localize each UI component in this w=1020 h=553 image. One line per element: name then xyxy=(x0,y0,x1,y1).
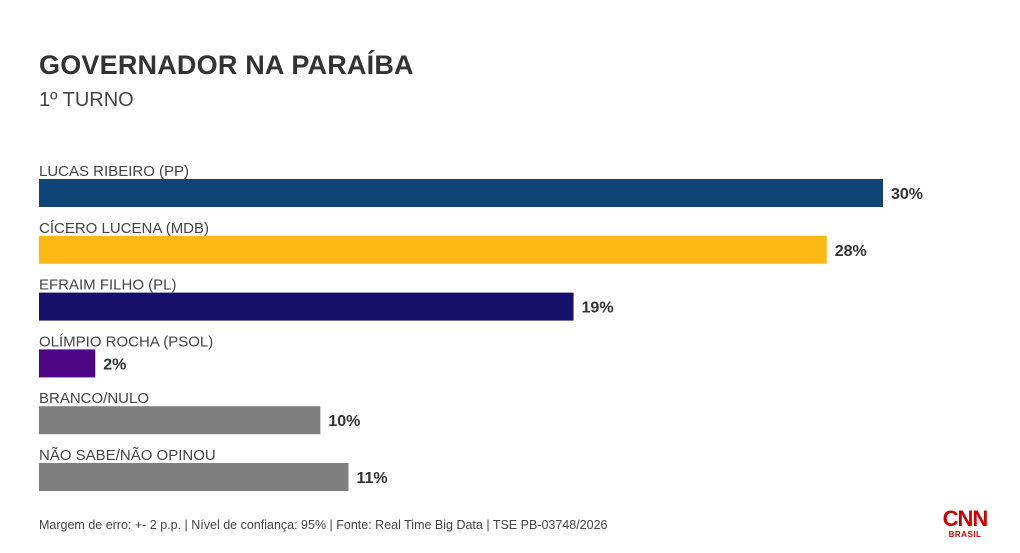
category-label-nao-sabe-nao-opinou: NÃO SABE/NÃO OPINOU xyxy=(39,447,216,464)
value-label-branco-nulo: 10% xyxy=(328,413,360,430)
logo-sub-text: BRASIL xyxy=(948,530,982,539)
bar-nao-sabe-nao-opinou xyxy=(39,463,349,491)
value-label-efraim-filho-pl: 19% xyxy=(582,300,614,317)
category-label-branco-nulo: BRANCO/NULO xyxy=(39,390,149,407)
value-label-olimpio-rocha-psol: 2% xyxy=(103,356,126,373)
value-label-cicero-lucena-mdb: 28% xyxy=(835,243,867,260)
bar-cicero-lucena-mdb xyxy=(39,235,827,264)
bar-branco-nulo xyxy=(39,406,321,435)
value-label-nao-sabe-nao-opinou: 11% xyxy=(356,470,387,487)
bar-efraim-filho-pl xyxy=(39,292,574,321)
chart-title: GOVERNADOR NA PARAÍBA xyxy=(39,50,414,80)
category-label-olimpio-rocha-psol: OLÍMPIO ROCHA (PSOL) xyxy=(39,333,213,350)
cnn-brasil-logo: CNN BRASIL xyxy=(940,508,990,540)
chart-subtitle: 1º TURNO xyxy=(39,89,134,111)
bar-lucas-ribeiro-pp xyxy=(39,179,883,207)
category-label-lucas-ribeiro-pp: LUCAS RIBEIRO (PP) xyxy=(39,163,189,180)
bar-chart: LUCAS RIBEIRO (PP) 30% CÍCERO LUCENA (MDB)… xyxy=(39,163,923,491)
bar-olimpio-rocha-psol xyxy=(39,349,96,378)
footer-note: Margem de erro: +- 2 p.p. | Nível de con… xyxy=(39,518,608,532)
category-label-cicero-lucena-mdb: CÍCERO LUCENA (MDB) xyxy=(39,220,209,237)
category-label-efraim-filho-pl: EFRAIM FILHO (PL) xyxy=(39,277,177,294)
logo-main-text: CNN xyxy=(942,506,989,531)
value-label-lucas-ribeiro-pp: 30% xyxy=(891,186,923,203)
